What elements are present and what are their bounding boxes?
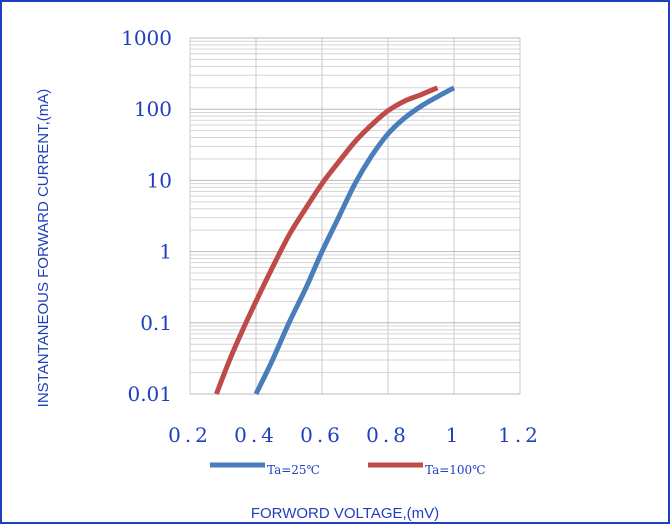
x-tick-label: 1.2 [498, 423, 542, 447]
y-tick-label: 100 [134, 97, 172, 121]
x-tick-label: 1 [446, 423, 463, 447]
x-tick-label: 0.6 [300, 423, 344, 447]
y-tick-labels: 0.01 0.1 1 10 100 1000 [121, 26, 172, 406]
x-tick-labels: 0.2 0.4 0.6 0.8 1 1.2 [168, 423, 542, 447]
y-tick-label: 0.1 [140, 311, 172, 335]
y-axis-title: INSTANTANEOUS FORWARD CURRENT,(mA) [35, 89, 52, 408]
series-line-2 [214, 85, 439, 395]
legend: Ta=25℃ Ta=100℃ [210, 462, 486, 477]
x-axis-title: FORWORD VOLTAGE,(mV) [251, 505, 439, 522]
y-tick-label: 10 [147, 168, 172, 192]
x-tick-label: 0.4 [234, 423, 278, 447]
x-tick-label: 0.2 [168, 423, 212, 447]
y-tick-label: 1000 [121, 26, 172, 50]
series-line-1 [253, 85, 456, 396]
x-tick-label: 0.8 [366, 423, 410, 447]
series-lines [214, 85, 456, 396]
y-tick-label: 1 [159, 240, 172, 264]
y-tick-label: 0.01 [127, 382, 172, 406]
legend-label: Ta=100℃ [425, 463, 486, 477]
legend-label: Ta=25℃ [267, 463, 320, 477]
